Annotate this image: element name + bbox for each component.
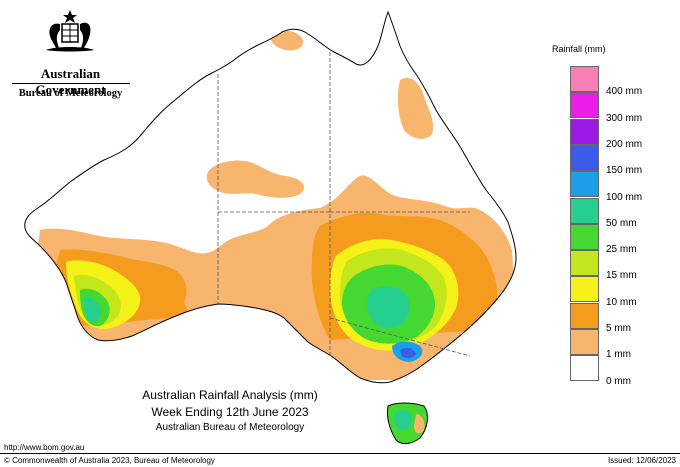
vic-border: [329, 317, 471, 357]
legend-swatch: [570, 355, 599, 382]
legend-swatch: [570, 223, 599, 250]
legend-label: 200 mm: [606, 138, 643, 150]
legend-label: 5 mm: [606, 323, 631, 334]
legend-label: 1 mm: [606, 349, 631, 361]
coat-of-arms-icon: [46, 10, 94, 52]
legend-label: 0 mm: [606, 375, 631, 387]
agency-title: Bureau of Meteorology: [18, 88, 123, 99]
legend-swatch: [570, 144, 599, 171]
rain-band-50mm: [84, 297, 101, 322]
legend-label: 10 mm: [606, 296, 637, 308]
legend-swatch: [570, 197, 599, 224]
copyright-text: © Commonwealth of Australia 2023, Bureau…: [4, 456, 215, 465]
legend-swatch: [570, 250, 599, 277]
government-title: Australian Government: [35, 66, 106, 97]
legend-label: 300 mm: [606, 112, 643, 124]
legend-title: Rainfall (mm): [552, 44, 606, 54]
map-source: Australian Bureau of Meteorology: [155, 422, 305, 433]
rainfall-legend: [570, 66, 599, 382]
legend-label: 15 mm: [606, 270, 637, 282]
logo-divider: [12, 83, 130, 84]
rain-band-1mm-north: [397, 77, 434, 139]
tasmania-east-light: [414, 414, 425, 434]
government-logo: Australian Government Bureau of Meteorol…: [8, 8, 133, 99]
rain-band-1mm-central: [206, 160, 305, 198]
legend-swatch: [570, 92, 599, 119]
legend-swatch: [570, 66, 599, 92]
legend-swatch: [570, 276, 599, 303]
website-link[interactable]: http://www.bom.gov.au: [4, 443, 85, 452]
legend-swatch: [570, 118, 599, 145]
footer-divider: [0, 453, 680, 454]
state-borders: [217, 52, 471, 358]
legend-label: 100 mm: [606, 191, 643, 203]
legend-label: 25 mm: [606, 244, 637, 256]
tasmania-heavy-rain: [393, 410, 412, 431]
legend-label: 50 mm: [606, 217, 637, 229]
rain-band-50mm-east: [366, 286, 410, 329]
map-title: Australian Rainfall Analysis (mm): [142, 388, 318, 402]
legend-label: 150 mm: [606, 165, 643, 177]
rain-band-150mm: [400, 347, 416, 359]
map-subtitle: Week Ending 12th June 2023: [151, 405, 309, 419]
issued-date: Issued: 12/06/2023: [607, 456, 676, 465]
legend-swatch: [570, 329, 599, 355]
mainland-outline: [24, 10, 517, 384]
rain-band-1mm-topend: [270, 30, 304, 51]
legend-swatch: [570, 302, 599, 329]
legend-label: 400 mm: [606, 86, 643, 98]
legend-swatch: [570, 171, 599, 198]
